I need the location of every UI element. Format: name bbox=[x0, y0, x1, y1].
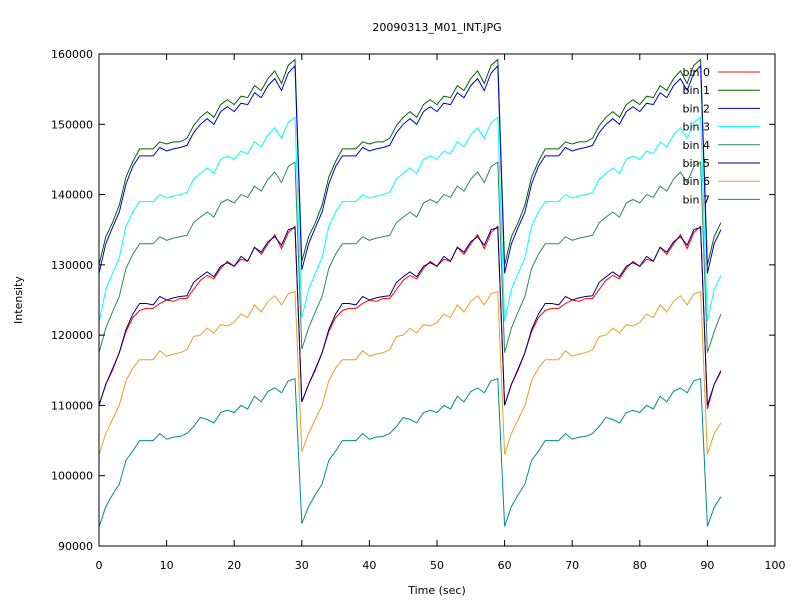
x-tick-label: 80 bbox=[633, 559, 647, 572]
x-tick-label: 70 bbox=[565, 559, 579, 572]
legend-label: bin 5 bbox=[682, 157, 710, 170]
y-axis-label: Intensity bbox=[12, 276, 25, 324]
legend: bin 0 bin 1 bin 2 bin 3 bin 4 bin 5 bin 6 bin 7 bbox=[682, 66, 760, 206]
plot-frame bbox=[98, 53, 776, 547]
y-tick-label: 140000 bbox=[51, 189, 93, 202]
x-tick-label: 50 bbox=[430, 559, 444, 572]
legend-label: bin 0 bbox=[682, 66, 710, 79]
y-tick-label: 110000 bbox=[51, 399, 93, 412]
axes: 0 10 20 30 40 50 60 70 80 90 100 90000 100000 110000 1… bbox=[51, 48, 786, 572]
x-tick-label: 90 bbox=[700, 559, 714, 572]
series-line-bin-7 bbox=[98, 378, 722, 528]
x-axis-label: Time (sec) bbox=[407, 584, 466, 597]
legend-label: bin 3 bbox=[682, 121, 710, 134]
x-tick-label: 20 bbox=[227, 559, 241, 572]
y-tick-label: 150000 bbox=[51, 118, 93, 131]
y-tick-label: 130000 bbox=[51, 259, 93, 272]
x-tick-label: 40 bbox=[362, 559, 376, 572]
y-tick-label: 160000 bbox=[51, 48, 93, 61]
x-tick-label: 30 bbox=[295, 559, 309, 572]
series-layer bbox=[98, 58, 722, 528]
series-line-bin-6 bbox=[98, 290, 722, 455]
x-tick-label: 60 bbox=[498, 559, 512, 572]
series-line-bin-3 bbox=[98, 116, 722, 323]
legend-label: bin 1 bbox=[682, 84, 710, 97]
y-tick-label: 90000 bbox=[58, 540, 93, 553]
series-line-bin-0 bbox=[98, 225, 722, 410]
x-tick-label: 100 bbox=[765, 559, 786, 572]
y-tick-label: 120000 bbox=[51, 329, 93, 342]
y-tick-label: 100000 bbox=[51, 470, 93, 483]
x-tick-label: 0 bbox=[96, 559, 103, 572]
legend-label: bin 6 bbox=[682, 175, 710, 188]
chart-title: 20090313_M01_INT.JPG bbox=[372, 21, 501, 34]
series-line-bin-2 bbox=[98, 64, 722, 274]
series-line-bin-1 bbox=[98, 58, 722, 266]
series-line-bin-4 bbox=[98, 161, 722, 353]
x-tick-label: 10 bbox=[160, 559, 174, 572]
legend-label: bin 4 bbox=[682, 139, 710, 152]
series-line-bin-5 bbox=[98, 226, 722, 406]
legend-label: bin 2 bbox=[682, 102, 710, 115]
legend-label: bin 7 bbox=[682, 193, 710, 206]
